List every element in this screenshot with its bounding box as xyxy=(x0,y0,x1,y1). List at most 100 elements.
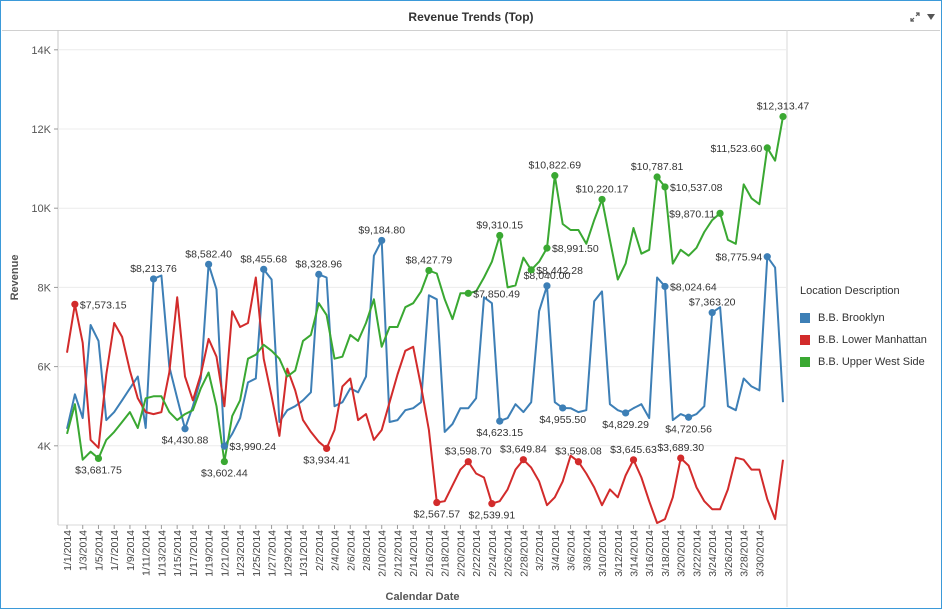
data-label: $8,455.68 xyxy=(240,253,287,265)
x-tick-label: 2/2/2014 xyxy=(314,530,326,571)
data-point[interactable] xyxy=(465,458,472,465)
y-tick-label: 6K xyxy=(38,362,52,374)
x-tick-label: 2/6/2014 xyxy=(345,530,357,571)
data-label: $2,539.91 xyxy=(469,510,516,522)
x-tick-label: 2/4/2014 xyxy=(330,530,342,571)
data-point[interactable] xyxy=(378,237,385,244)
x-tick-label: 2/20/2014 xyxy=(455,530,467,577)
data-point[interactable] xyxy=(661,283,668,290)
data-point[interactable] xyxy=(716,210,723,217)
x-tick-label: 2/16/2014 xyxy=(424,530,436,577)
data-point[interactable] xyxy=(205,261,212,268)
legend-label: B.B. Lower Manhattan xyxy=(818,334,927,346)
legend-swatch xyxy=(800,357,810,367)
data-point[interactable] xyxy=(71,301,78,308)
data-label: $8,024.64 xyxy=(670,281,717,293)
legend-label: B.B. Brooklyn xyxy=(818,312,885,324)
x-tick-label: 3/2/2014 xyxy=(534,530,546,571)
data-label: $4,720.56 xyxy=(665,423,712,435)
x-tick-label: 1/13/2014 xyxy=(156,530,168,577)
legend-item-lower-manhattan[interactable]: B.B. Lower Manhattan xyxy=(800,329,940,351)
legend-item-upper-west-side[interactable]: B.B. Upper West Side xyxy=(800,351,940,373)
data-point[interactable] xyxy=(520,456,527,463)
data-point[interactable] xyxy=(677,455,684,462)
data-label: $7,573.15 xyxy=(80,299,127,311)
data-point[interactable] xyxy=(685,414,692,421)
data-point[interactable] xyxy=(528,266,535,273)
data-label: $3,681.75 xyxy=(75,464,122,476)
x-tick-label: 2/28/2014 xyxy=(518,530,530,577)
legend-label: B.B. Upper West Side xyxy=(818,356,925,368)
data-point[interactable] xyxy=(779,113,786,120)
x-tick-label: 3/28/2014 xyxy=(739,530,751,577)
y-tick-label: 12K xyxy=(31,124,51,136)
data-point[interactable] xyxy=(496,418,503,425)
x-tick-label: 2/12/2014 xyxy=(392,530,404,577)
x-tick-label: 1/11/2014 xyxy=(141,530,153,576)
x-tick-label: 2/22/2014 xyxy=(471,530,483,577)
data-point[interactable] xyxy=(260,266,267,273)
data-point[interactable] xyxy=(543,282,550,289)
data-point[interactable] xyxy=(221,443,228,450)
data-label: $10,787.81 xyxy=(631,161,684,173)
data-point[interactable] xyxy=(221,458,228,465)
data-point[interactable] xyxy=(598,196,605,203)
data-point[interactable] xyxy=(575,458,582,465)
x-tick-label: 3/12/2014 xyxy=(613,530,625,577)
data-label: $10,220.17 xyxy=(576,183,629,195)
data-point[interactable] xyxy=(764,144,771,151)
data-point[interactable] xyxy=(488,500,495,507)
data-point[interactable] xyxy=(551,172,558,179)
data-label: $3,602.44 xyxy=(201,468,248,480)
data-point[interactable] xyxy=(181,425,188,432)
data-point[interactable] xyxy=(315,271,322,278)
data-label: $4,623.15 xyxy=(476,427,523,439)
x-tick-label: 1/29/2014 xyxy=(282,530,294,577)
data-point[interactable] xyxy=(425,267,432,274)
x-tick-label: 2/14/2014 xyxy=(408,530,420,577)
y-tick-label: 4K xyxy=(38,441,52,453)
x-tick-label: 1/31/2014 xyxy=(298,530,310,577)
x-tick-label: 2/18/2014 xyxy=(440,530,452,577)
data-point[interactable] xyxy=(433,499,440,506)
data-point[interactable] xyxy=(465,290,472,297)
data-label: $7,850.49 xyxy=(473,288,520,300)
data-point[interactable] xyxy=(661,183,668,190)
x-tick-label: 3/20/2014 xyxy=(676,530,688,577)
data-point[interactable] xyxy=(559,404,566,411)
data-label: $10,537.08 xyxy=(670,182,723,194)
legend-title: Location Description xyxy=(800,285,940,297)
data-point[interactable] xyxy=(622,409,629,416)
data-point[interactable] xyxy=(654,173,661,180)
data-label: $3,934.41 xyxy=(303,454,350,466)
data-point[interactable] xyxy=(150,275,157,282)
data-label: $3,649.84 xyxy=(500,444,547,456)
data-label: $8,328.96 xyxy=(295,258,342,270)
series-line-b-b-lower-manhattan[interactable] xyxy=(67,278,783,524)
x-tick-label: 3/24/2014 xyxy=(707,530,719,577)
data-label: $3,598.70 xyxy=(445,446,492,458)
data-label: $7,363.20 xyxy=(689,297,736,309)
data-point[interactable] xyxy=(496,232,503,239)
y-tick-label: 10K xyxy=(31,203,51,215)
data-label: $12,313.47 xyxy=(757,101,810,113)
x-tick-label: 3/30/2014 xyxy=(754,530,766,577)
x-tick-label: 3/14/2014 xyxy=(629,530,641,577)
data-point[interactable] xyxy=(95,455,102,462)
data-point[interactable] xyxy=(543,245,550,252)
data-label: $4,829.29 xyxy=(602,419,649,431)
data-point[interactable] xyxy=(764,253,771,260)
data-label: $8,213.76 xyxy=(130,263,177,275)
legend-item-brooklyn[interactable]: B.B. Brooklyn xyxy=(800,307,940,329)
data-label: $4,955.50 xyxy=(539,414,586,426)
x-tick-label: 3/10/2014 xyxy=(597,530,609,577)
x-tick-label: 3/8/2014 xyxy=(581,530,593,571)
data-label: $3,598.08 xyxy=(555,446,602,458)
x-tick-label: 2/26/2014 xyxy=(503,530,515,577)
data-point[interactable] xyxy=(709,309,716,316)
x-tick-label: 3/18/2014 xyxy=(660,530,672,577)
data-point[interactable] xyxy=(323,445,330,452)
y-tick-label: 8K xyxy=(38,282,52,294)
data-point[interactable] xyxy=(630,456,637,463)
legend-swatch xyxy=(800,313,810,323)
